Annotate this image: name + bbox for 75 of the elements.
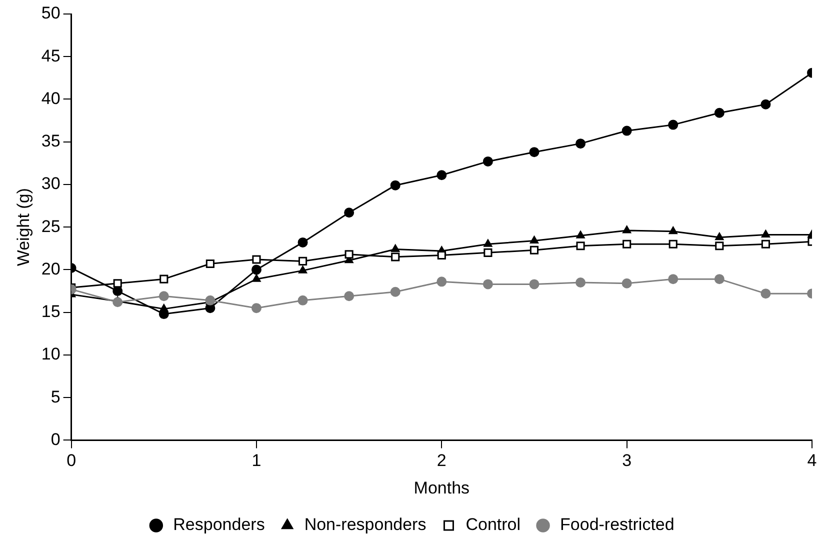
point — [761, 230, 770, 238]
y-tick-label: 5 — [50, 387, 60, 406]
y-tick-label: 20 — [41, 259, 60, 278]
point — [251, 264, 262, 275]
point — [344, 208, 354, 218]
point — [344, 291, 354, 302]
x-tick-label: 4 — [807, 451, 817, 470]
y-tick-label: 35 — [41, 132, 60, 151]
point — [530, 236, 539, 244]
point — [252, 255, 261, 264]
point — [530, 246, 539, 254]
y-tick-label: 30 — [41, 174, 60, 194]
x-tick-label: 2 — [436, 451, 446, 470]
point — [622, 240, 632, 248]
legend-label: Food-restricted — [560, 515, 674, 534]
point — [715, 232, 724, 240]
y-tick-label: 0 — [50, 430, 60, 449]
legend-label: Non-responders — [304, 515, 426, 534]
point — [576, 242, 585, 250]
point — [668, 120, 678, 130]
point — [113, 279, 122, 288]
point — [714, 274, 724, 284]
point — [576, 278, 586, 288]
x-tick-label: 0 — [66, 451, 76, 470]
point — [252, 274, 261, 282]
y-tick-label: 10 — [41, 344, 60, 364]
point — [298, 237, 308, 248]
point — [437, 250, 446, 260]
point — [390, 180, 400, 190]
point — [484, 239, 492, 247]
point — [529, 147, 540, 158]
y-tick-label: 50 — [41, 4, 60, 23]
point — [112, 297, 123, 308]
point — [761, 240, 770, 248]
point — [390, 286, 400, 297]
point — [668, 226, 678, 234]
point — [436, 276, 447, 287]
point — [622, 278, 632, 288]
point — [482, 156, 493, 166]
point — [251, 303, 262, 314]
point — [715, 242, 724, 250]
point — [760, 288, 771, 299]
y-tick-label: 25 — [41, 216, 60, 236]
x-axis-title: Months — [414, 478, 470, 498]
point — [391, 252, 400, 262]
point — [760, 99, 771, 110]
point — [344, 250, 354, 259]
point — [529, 279, 540, 290]
point — [112, 286, 123, 296]
point — [298, 295, 308, 306]
point — [160, 304, 168, 312]
legend-label: Control — [466, 515, 521, 534]
point — [622, 126, 632, 136]
y-axis-title: Weight (g) — [14, 188, 33, 266]
x-tick-label: 3 — [622, 451, 632, 470]
point — [622, 226, 632, 234]
y-tick-label: 40 — [41, 88, 60, 108]
point — [668, 240, 678, 248]
point — [482, 279, 493, 290]
point — [158, 291, 169, 302]
point — [576, 230, 585, 238]
y-tick-label: 15 — [41, 302, 60, 322]
point — [576, 138, 586, 149]
point — [160, 274, 168, 284]
point — [668, 274, 678, 284]
point — [298, 256, 308, 266]
point — [714, 108, 724, 118]
point — [298, 266, 308, 274]
x-tick-label: 1 — [252, 451, 262, 470]
y-tick-label: 45 — [41, 46, 60, 66]
point — [206, 259, 214, 268]
point — [484, 248, 492, 257]
point — [390, 244, 400, 252]
legend-label: Responders — [173, 515, 265, 534]
point — [436, 170, 447, 180]
